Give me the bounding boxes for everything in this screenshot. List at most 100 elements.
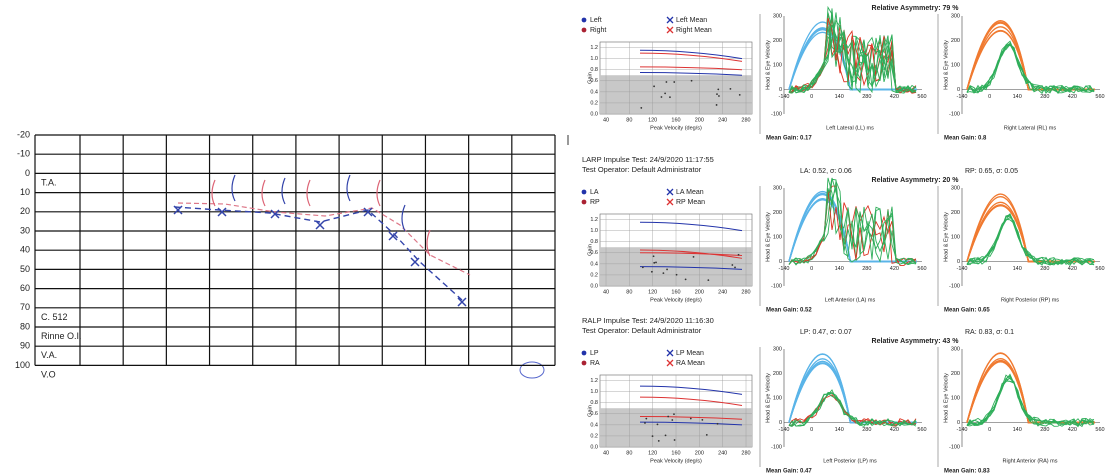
sample-dot <box>716 93 718 95</box>
trace-x-tick-label: -140 <box>778 266 789 272</box>
legend-marker <box>582 190 587 195</box>
right-stat: RA: 0.83, σ: 0.1 <box>965 329 1014 336</box>
trace-x-tick-label: 140 <box>1013 94 1022 100</box>
gain-tick-label: 0.4 <box>590 261 598 267</box>
sample-dot <box>644 422 646 424</box>
y-tick-label: 70 <box>20 302 30 312</box>
y-tick-label: 40 <box>20 245 30 255</box>
legend-label: Right <box>590 27 606 34</box>
velocity-tick-label: 120 <box>648 289 657 295</box>
legend-label: LP Mean <box>676 350 704 357</box>
trace-axis-label: Head & Eye Velocity <box>765 212 771 262</box>
velocity-tick-label: 200 <box>695 289 704 295</box>
trace-y-tick-label: 200 <box>951 38 960 44</box>
y-tick-label: 30 <box>20 225 30 235</box>
trace-x-label: Right Lateral (RL) ms <box>1004 125 1057 131</box>
row-label: Rinne O.I. <box>41 331 82 341</box>
velocity-tick-label: 200 <box>695 117 704 123</box>
trace-x-label: Right Anterior (RA) ms <box>1002 458 1057 464</box>
gain-tick-label: 1.2 <box>590 378 598 384</box>
trace-y-tick-label: 0 <box>957 420 960 426</box>
sample-dot <box>731 264 733 266</box>
sample-dot <box>645 418 647 420</box>
sample-dot <box>652 435 654 437</box>
legend-marker <box>582 351 587 356</box>
sample-dot <box>717 423 719 425</box>
trace-y-tick-label: 100 <box>773 395 782 401</box>
trace-y-tick-label: 200 <box>951 210 960 216</box>
trace-x-tick-label: 140 <box>835 266 844 272</box>
trace-x-tick-label: 420 <box>890 427 899 433</box>
sample-dot <box>691 80 693 82</box>
trace-x-tick-label: -140 <box>956 94 967 100</box>
velocity-tick-label: 200 <box>695 450 704 456</box>
sample-dot <box>653 255 655 257</box>
velocity-tick-label: 240 <box>718 450 727 456</box>
gain-axis-label: Gain <box>587 244 593 256</box>
y-tick-label: 20 <box>20 206 30 216</box>
sample-dot <box>676 274 678 276</box>
sample-dot <box>673 413 675 415</box>
sample-dot <box>718 95 720 97</box>
gain-tick-label: 0.2 <box>590 272 598 278</box>
velocity-tick-label: 280 <box>741 117 750 123</box>
legend-marker <box>582 200 587 205</box>
mean-gain: Mean Gain: 0.83 <box>944 469 990 475</box>
test-operator: Test Operator: Default Administrator <box>582 326 702 335</box>
mean-gain: Mean Gain: 0.52 <box>766 308 812 314</box>
trace-y-tick-label: 0 <box>957 87 960 93</box>
sample-dot <box>738 254 740 256</box>
trace-y-tick-label: 200 <box>773 210 782 216</box>
trace-y-tick-label: 300 <box>773 185 782 191</box>
mean-gain: Mean Gain: 0.17 <box>766 136 812 142</box>
y-tick-label: 10 <box>20 187 30 197</box>
trace-x-label: Left Lateral (LL) ms <box>826 125 874 131</box>
trace-x-tick-label: -140 <box>778 427 789 433</box>
legend-label: LA <box>590 189 599 196</box>
sample-dot <box>685 279 687 281</box>
sample-dot <box>655 262 657 264</box>
gain-tick-label: 0.4 <box>590 422 598 428</box>
legend-marker <box>582 28 587 33</box>
trace-x-tick-label: 140 <box>835 427 844 433</box>
relative-asymmetry: Relative Asymmetry: 79 % <box>872 5 960 12</box>
y-tick-label: 50 <box>20 264 30 274</box>
gain-tick-label: 1.0 <box>590 56 598 62</box>
left-stat: LA: 0.52, σ: 0.06 <box>800 168 852 175</box>
relative-asymmetry: Relative Asymmetry: 43 % <box>872 338 960 345</box>
trace-y-tick-label: 100 <box>773 234 782 240</box>
trace-x-tick-label: -140 <box>956 266 967 272</box>
legend-label: RP Mean <box>676 199 705 206</box>
trace-x-tick-label: 420 <box>1068 94 1077 100</box>
legend-label: Right Mean <box>676 27 712 34</box>
legend-label: Left <box>590 17 602 24</box>
trace-x-tick-label: 420 <box>890 94 899 100</box>
trace-x-tick-label: 420 <box>1068 266 1077 272</box>
sample-dot <box>653 262 655 264</box>
y-tick-label: 80 <box>20 321 30 331</box>
velocity-tick-label: 80 <box>626 117 632 123</box>
trace-x-tick-label: 560 <box>917 94 926 100</box>
velocity-tick-label: 160 <box>671 289 680 295</box>
test-title: LARP Impulse Test: 24/9/2020 11:17:55 <box>582 155 714 164</box>
gain-tick-label: 0.4 <box>590 89 598 95</box>
sample-dot <box>693 256 695 258</box>
trace-x-tick-label: 560 <box>917 427 926 433</box>
gain-axis-label: Gain <box>587 72 593 84</box>
sample-dot <box>666 81 668 83</box>
trace-x-tick-label: 140 <box>1013 427 1022 433</box>
row-label: T.A. <box>41 177 57 187</box>
sample-dot <box>653 85 655 87</box>
trace-x-tick-label: 280 <box>1040 94 1049 100</box>
trace-axis-label: Head & Eye Velocity <box>943 40 949 90</box>
trace-y-tick-label: 300 <box>951 346 960 352</box>
trace-x-tick-label: 0 <box>988 266 991 272</box>
row-label: C. 512 <box>41 312 68 322</box>
trace-x-label: Right Posterior (RP) ms <box>1001 297 1059 303</box>
sample-dot <box>640 107 642 109</box>
sample-dot <box>667 416 669 418</box>
trace-x-tick-label: 280 <box>862 94 871 100</box>
screenshot: -20-100102030405060708090100T.A.C. 512Ri… <box>0 0 1111 476</box>
velocity-axis-label: Peak Velocity (deg/s) <box>650 458 702 464</box>
trace-x-tick-label: 140 <box>1013 266 1022 272</box>
